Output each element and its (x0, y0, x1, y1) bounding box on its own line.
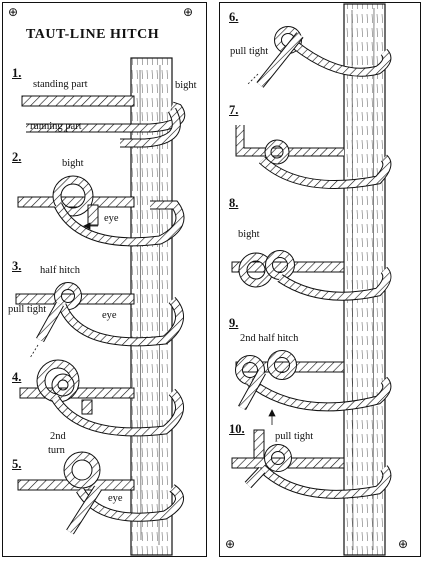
register-mark-icon: ⊕ (8, 5, 19, 19)
step-1-label-standing-part: standing part (33, 79, 88, 90)
step-5-rope (17, 451, 184, 535)
register-mark-icon: ⊕ (183, 5, 194, 19)
step-1-rope (21, 95, 186, 148)
left-panel (2, 2, 207, 557)
step-1-number: 1. (12, 66, 22, 80)
step-3-label-pull-tight: pull tight (8, 304, 47, 315)
step-9-number: 9. (229, 316, 239, 330)
step-1-label-running-part: running part (30, 121, 82, 132)
step-3-number: 3. (12, 259, 22, 273)
step-9-rope (235, 350, 392, 412)
register-mark-icon: ⊕ (398, 537, 409, 551)
step-8-label-bight: bight (238, 229, 260, 240)
diagram-title: TAUT-LINE HITCH (26, 27, 160, 42)
register-mark-icon: ⊕ (225, 537, 236, 551)
step-3-label-eye: eye (102, 310, 117, 321)
step-5-label-2nd: 2nd (50, 431, 66, 442)
step-6-label-pull-tight: pull tight (230, 46, 269, 57)
step-4-number: 4. (12, 370, 22, 384)
step-2-label-eye: eye (104, 213, 119, 224)
step-5-label-turn: turn (48, 445, 65, 456)
right-pole (343, 3, 386, 556)
step-8-rope (231, 250, 392, 301)
left-pole (130, 57, 173, 556)
pull-arrows (83, 73, 276, 425)
step-3-label-half-hitch: half hitch (40, 265, 80, 276)
step-10-label-pull-tight: pull tight (275, 431, 314, 442)
step-5-number: 5. (12, 457, 22, 471)
step-5-label-eye: eye (108, 493, 123, 504)
step-4-rope (19, 359, 184, 437)
step-2-rope (17, 175, 185, 247)
step-10-number: 10. (229, 422, 245, 436)
step-7-rope (235, 125, 392, 189)
step-6-rope (256, 26, 392, 88)
step-10-rope (231, 429, 392, 499)
step-1-label-bight: bight (175, 80, 197, 91)
step-2-number: 2. (12, 150, 22, 164)
step-3-rope (15, 282, 184, 359)
step-2-label-bight: bight (62, 158, 84, 169)
step-9-label-2nd-half-hitch: 2nd half hitch (240, 333, 299, 344)
step-8-number: 8. (229, 196, 239, 210)
step-7-number: 7. (229, 103, 239, 117)
step-6-number: 6. (229, 10, 239, 24)
